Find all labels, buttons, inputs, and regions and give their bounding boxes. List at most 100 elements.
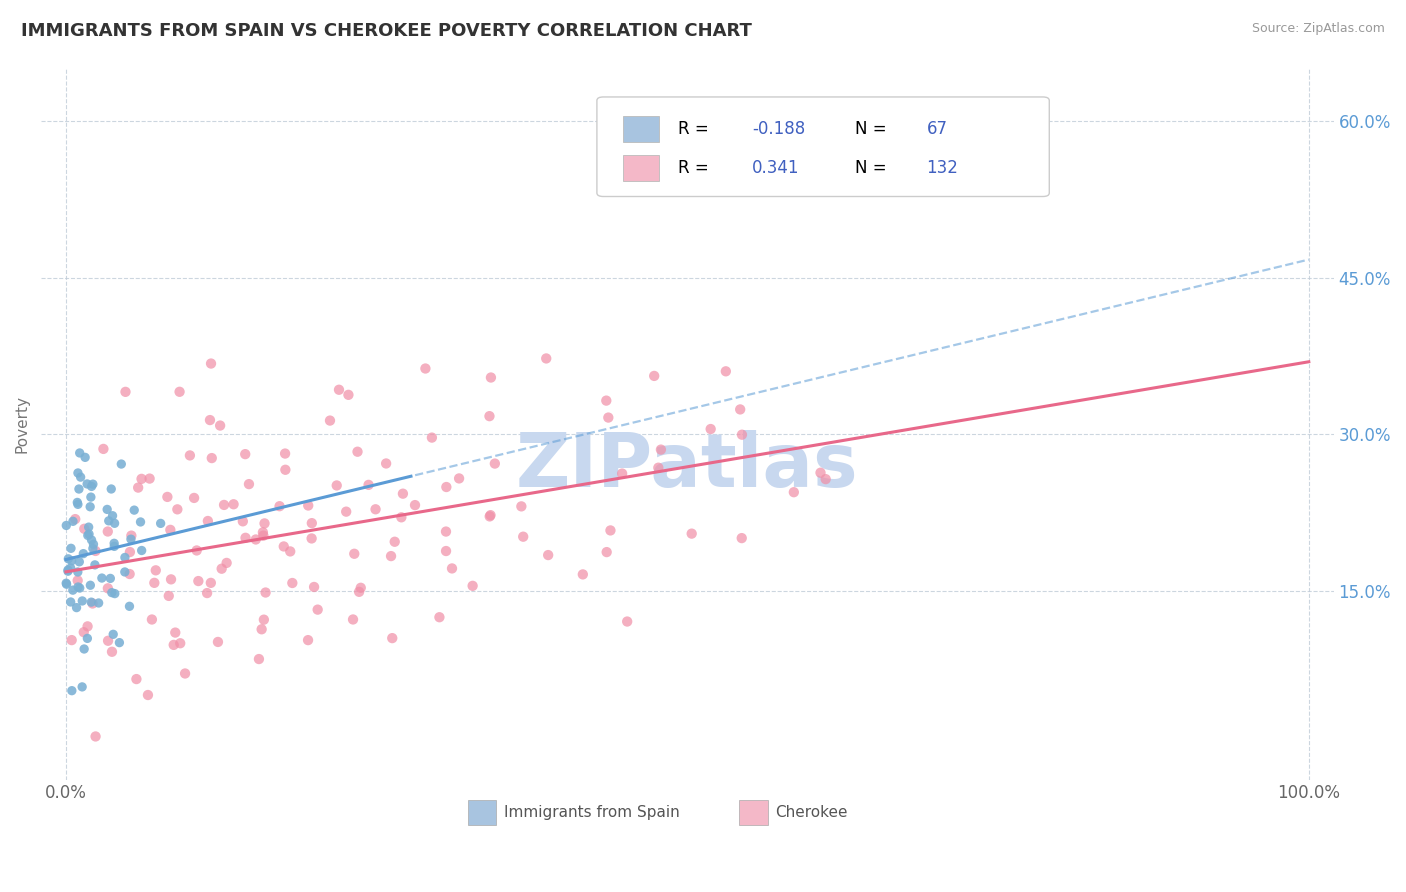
Point: [319, 413, 342, 427]
Point: [103, 536, 125, 550]
Point: [97, 633, 120, 648]
Point: [301, 532, 323, 546]
Point: [537, 548, 560, 562]
Point: [197, 514, 219, 528]
Point: [174, 666, 197, 681]
Point: [101, 645, 124, 659]
Text: 132: 132: [927, 159, 959, 177]
Bar: [623, 116, 659, 142]
Point: [80, 479, 103, 493]
Point: [434, 544, 457, 558]
Point: [69, 581, 91, 595]
Point: [595, 545, 617, 559]
Point: [84, 558, 107, 572]
Point: [114, 565, 136, 579]
Point: [80, 533, 103, 547]
Text: -0.188: -0.188: [752, 120, 806, 138]
Point: [122, 503, 145, 517]
Point: [145, 563, 167, 577]
Point: [110, 457, 132, 471]
Point: [187, 574, 209, 588]
Point: [103, 540, 125, 554]
Point: [429, 610, 451, 624]
Point: [73, 642, 96, 657]
Point: [82, 541, 104, 556]
Point: [73, 625, 96, 640]
Point: [681, 526, 703, 541]
Point: [484, 457, 506, 471]
Point: [384, 534, 406, 549]
Point: [101, 508, 124, 523]
Point: [96, 502, 118, 516]
Point: [478, 409, 501, 424]
Point: [783, 485, 806, 500]
Point: [200, 357, 222, 371]
Point: [108, 635, 131, 649]
Point: [79, 578, 101, 592]
Point: [375, 457, 398, 471]
Point: [274, 446, 297, 460]
Point: [337, 388, 360, 402]
Text: 0.341: 0.341: [752, 159, 800, 177]
Text: Source: ZipAtlas.com: Source: ZipAtlas.com: [1251, 22, 1385, 36]
Point: [728, 402, 751, 417]
Point: [118, 545, 141, 559]
Point: [598, 410, 620, 425]
Point: [62, 514, 84, 528]
Point: [55, 576, 77, 591]
Point: [610, 467, 633, 481]
Point: [169, 636, 191, 650]
Point: [60, 683, 83, 698]
Text: N =: N =: [855, 120, 887, 138]
Point: [118, 567, 141, 582]
Point: [100, 482, 122, 496]
Point: [343, 547, 366, 561]
Point: [616, 615, 638, 629]
Point: [449, 471, 471, 485]
Text: Cherokee: Cherokee: [775, 805, 848, 821]
Point: [478, 509, 501, 524]
Point: [156, 490, 179, 504]
Point: [650, 442, 672, 457]
Point: [97, 514, 120, 528]
Point: [76, 619, 98, 633]
Point: [252, 528, 274, 542]
Point: [347, 584, 370, 599]
Point: [479, 370, 502, 384]
Point: [125, 672, 148, 686]
Point: [149, 516, 172, 531]
Point: [278, 544, 301, 558]
Point: [420, 431, 443, 445]
Point: [69, 446, 91, 460]
Point: [434, 480, 457, 494]
Point: [252, 525, 274, 540]
Point: [731, 531, 754, 545]
Point: [104, 586, 127, 600]
Point: [59, 561, 82, 575]
Text: IMMIGRANTS FROM SPAIN VS CHEROKEE POVERTY CORRELATION CHART: IMMIGRANTS FROM SPAIN VS CHEROKEE POVERT…: [21, 22, 752, 40]
Point: [159, 523, 181, 537]
Point: [200, 575, 222, 590]
Point: [325, 478, 347, 492]
Point: [335, 505, 357, 519]
Point: [75, 450, 97, 465]
Point: [66, 495, 89, 509]
Point: [67, 482, 90, 496]
Point: [166, 502, 188, 516]
Point: [209, 418, 232, 433]
Point: [389, 510, 412, 524]
Point: [714, 364, 737, 378]
Point: [253, 516, 276, 531]
Point: [479, 508, 502, 523]
Point: [141, 613, 163, 627]
Point: [114, 384, 136, 399]
Point: [143, 575, 166, 590]
FancyBboxPatch shape: [598, 97, 1049, 196]
Point: [59, 595, 82, 609]
Point: [157, 589, 180, 603]
Text: N =: N =: [855, 159, 887, 177]
Point: [222, 497, 245, 511]
Point: [98, 571, 121, 585]
Point: [114, 550, 136, 565]
Point: [235, 531, 257, 545]
